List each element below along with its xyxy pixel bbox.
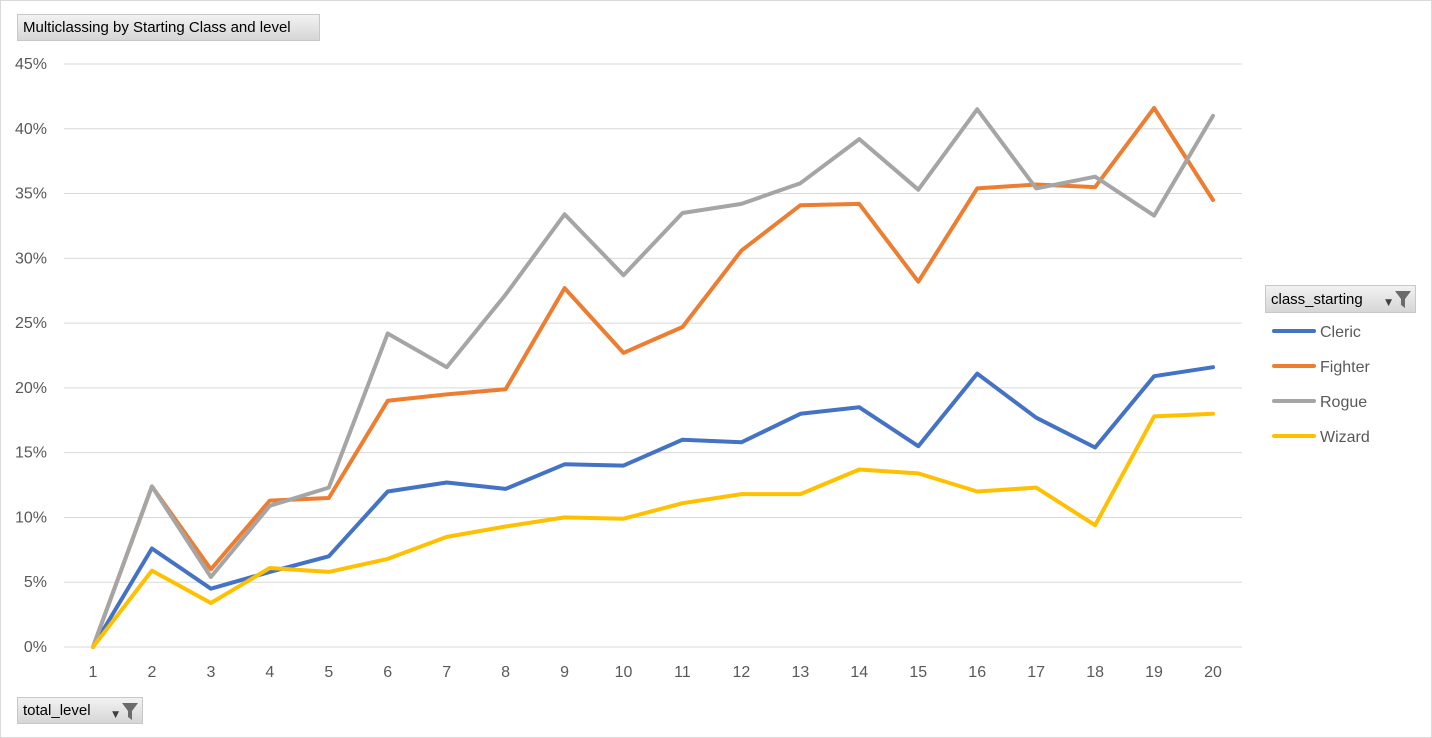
legend-filter-control[interactable]: ▼ bbox=[1385, 291, 1411, 308]
series-line-fighter bbox=[91, 106, 1215, 649]
legend-field-label: class_starting bbox=[1271, 290, 1363, 308]
legend-field-button[interactable]: class_starting ▼ bbox=[1265, 285, 1416, 313]
y-tick-label: 35% bbox=[15, 186, 47, 203]
axis-field-button[interactable]: total_level ▼ bbox=[17, 697, 143, 724]
series-line-rogue bbox=[91, 107, 1215, 649]
x-tick-label: 14 bbox=[850, 664, 868, 681]
funnel-filter-icon bbox=[1395, 291, 1411, 308]
y-tick-label: 0% bbox=[24, 639, 47, 656]
dropdown-arrow-icon: ▼ bbox=[112, 709, 119, 720]
x-tick-label: 12 bbox=[733, 664, 751, 681]
x-tick-label: 5 bbox=[324, 664, 333, 681]
x-tick-label: 2 bbox=[147, 664, 156, 681]
chart-title: Multiclassing by Starting Class and leve… bbox=[23, 19, 291, 36]
series-lines bbox=[91, 106, 1215, 649]
axis-field-label: total_level bbox=[23, 702, 91, 719]
x-tick-label: 10 bbox=[615, 664, 633, 681]
x-tick-label: 16 bbox=[968, 664, 986, 681]
y-tick-label: 15% bbox=[15, 445, 47, 462]
x-axis-tick-labels: 1 2 3 4 5 6 7 8 9 10 11 12 13 14 15 16 17 18 19 20 bbox=[89, 664, 1222, 681]
series-line-cleric bbox=[91, 365, 1215, 649]
x-tick-label: 11 bbox=[674, 664, 691, 681]
x-tick-label: 6 bbox=[383, 664, 392, 681]
x-tick-label: 3 bbox=[206, 664, 215, 681]
gridlines bbox=[64, 63, 1242, 648]
y-tick-label: 10% bbox=[15, 509, 47, 526]
x-tick-label: 18 bbox=[1086, 664, 1104, 681]
axis-filter-control[interactable]: ▼ bbox=[112, 703, 138, 720]
y-tick-label: 25% bbox=[15, 315, 47, 332]
x-tick-label: 1 bbox=[89, 664, 98, 681]
x-tick-label: 15 bbox=[909, 664, 927, 681]
legend: Cleric Fighter Rogue Wizard bbox=[1272, 324, 1370, 446]
y-tick-label: 5% bbox=[24, 574, 47, 591]
legend-label-fighter: Fighter bbox=[1320, 359, 1370, 376]
chart-title-field-button[interactable]: Multiclassing by Starting Class and leve… bbox=[17, 14, 320, 41]
y-tick-label: 45% bbox=[15, 56, 47, 73]
y-tick-label: 30% bbox=[15, 250, 47, 267]
series-line-wizard bbox=[91, 411, 1215, 649]
y-tick-label: 20% bbox=[15, 380, 47, 397]
x-tick-label: 20 bbox=[1204, 664, 1222, 681]
x-tick-label: 13 bbox=[791, 664, 809, 681]
x-tick-label: 9 bbox=[560, 664, 569, 681]
dropdown-arrow-icon: ▼ bbox=[1385, 297, 1392, 308]
y-tick-label: 40% bbox=[15, 121, 47, 138]
funnel-filter-icon bbox=[122, 703, 138, 720]
x-tick-label: 4 bbox=[265, 664, 274, 681]
x-tick-label: 8 bbox=[501, 664, 510, 681]
x-tick-label: 19 bbox=[1145, 664, 1163, 681]
y-axis-tick-labels: 0% 5% 10% 15% 20% 25% 30% 35% 40% 45% bbox=[15, 56, 47, 656]
x-tick-label: 7 bbox=[442, 664, 451, 681]
legend-label-wizard: Wizard bbox=[1320, 429, 1370, 446]
x-tick-label: 17 bbox=[1027, 664, 1045, 681]
legend-label-cleric: Cleric bbox=[1320, 324, 1361, 341]
legend-label-rogue: Rogue bbox=[1320, 394, 1367, 411]
